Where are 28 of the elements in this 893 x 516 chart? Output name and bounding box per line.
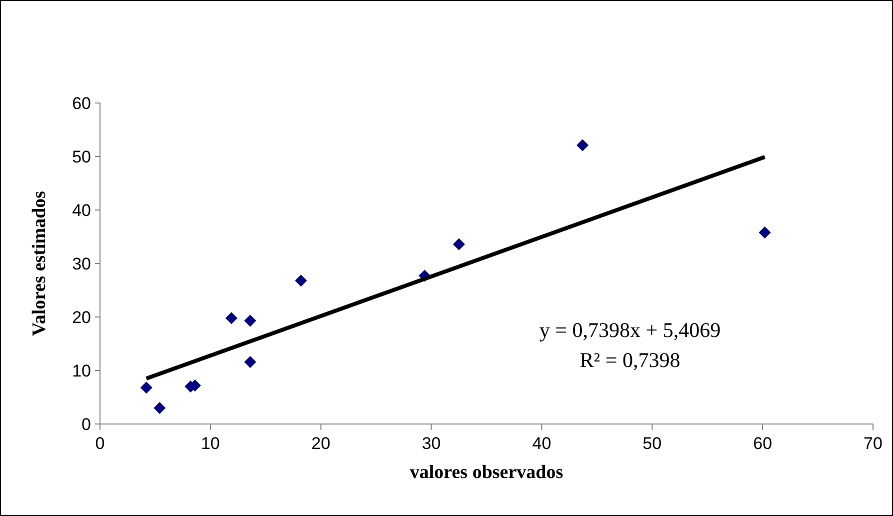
x-tick-label: 50	[642, 434, 662, 453]
y-tick-label: 60	[72, 94, 91, 113]
x-tick-label: 60	[753, 434, 772, 453]
x-axis-title: valores observados	[410, 462, 564, 483]
y-tick-label: 20	[72, 308, 91, 327]
point	[244, 314, 256, 327]
x-tick-label: 70	[864, 434, 882, 453]
y-tick-label: 10	[72, 361, 91, 380]
y-tick-label: 50	[72, 147, 91, 166]
point	[154, 402, 166, 414]
annotation: R² = 0,7398	[580, 348, 680, 372]
point	[140, 382, 152, 394]
point	[294, 274, 307, 287]
y-tick-label: 0	[82, 414, 91, 434]
x-tick-label: 30	[422, 434, 441, 453]
point	[244, 356, 256, 368]
point	[576, 139, 589, 152]
x-tick-label: 20	[311, 434, 330, 453]
point	[225, 312, 238, 324]
y-tick-label: 40	[72, 200, 91, 220]
y-tick-label: 30	[72, 254, 91, 274]
annotation: y = 0,7398x + 5,4069	[539, 318, 721, 342]
x-tick-label: 0	[95, 434, 105, 453]
x-tick-label: 40	[532, 434, 552, 453]
point	[452, 238, 465, 250]
point	[758, 226, 771, 238]
y-axis-title: Valores estimados	[29, 190, 50, 336]
x-tick-label: 10	[200, 434, 220, 453]
